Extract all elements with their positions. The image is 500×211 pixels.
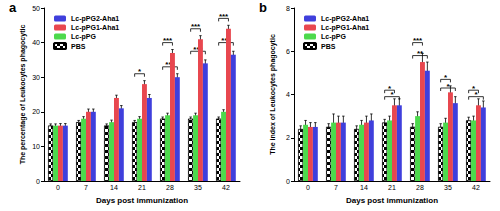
svg-text:42: 42 — [472, 184, 480, 191]
svg-text:*: * — [446, 82, 450, 91]
svg-text:PBS: PBS — [71, 43, 86, 50]
svg-text:40: 40 — [32, 39, 40, 46]
svg-text:0: 0 — [286, 178, 290, 185]
svg-text:7: 7 — [334, 184, 338, 191]
svg-text:14: 14 — [360, 184, 368, 191]
svg-text:***: *** — [191, 22, 201, 31]
svg-text:21: 21 — [138, 184, 146, 191]
svg-text:20: 20 — [32, 108, 40, 115]
svg-text:*: * — [390, 90, 394, 99]
svg-text:7: 7 — [84, 184, 88, 191]
svg-text:***: *** — [413, 36, 423, 45]
svg-text:Lc-pPG1-Aha1: Lc-pPG1-Aha1 — [321, 24, 369, 32]
svg-text:28: 28 — [166, 184, 174, 191]
svg-text:Lc-pPG: Lc-pPG — [71, 33, 96, 41]
svg-text:Days post immunization: Days post immunization — [96, 196, 188, 205]
svg-text:a: a — [9, 0, 17, 15]
svg-text:Lc-pPG2-Aha1: Lc-pPG2-Aha1 — [71, 15, 119, 23]
svg-text:50: 50 — [32, 5, 40, 12]
svg-text:0: 0 — [36, 178, 40, 185]
svg-text:21: 21 — [388, 184, 396, 191]
svg-text:14: 14 — [110, 184, 118, 191]
svg-text:10: 10 — [32, 143, 40, 150]
svg-text:PBS: PBS — [321, 43, 336, 50]
svg-text:4: 4 — [286, 91, 290, 98]
svg-text:35: 35 — [194, 184, 202, 191]
svg-text:*: * — [474, 90, 478, 99]
svg-text:*: * — [444, 73, 448, 82]
svg-text:*: * — [138, 67, 142, 76]
svg-text:The percentage of Leukocytes p: The percentage of Leukocytes phagocytic — [19, 25, 27, 165]
svg-text:Lc-pPG1-Aha1: Lc-pPG1-Aha1 — [71, 24, 119, 32]
svg-text:Days post immunization: Days post immunization — [346, 196, 438, 205]
svg-text:**: ** — [417, 49, 424, 58]
svg-text:Lc-pPG2-Aha1: Lc-pPG2-Aha1 — [321, 15, 369, 23]
svg-text:2: 2 — [286, 134, 290, 141]
svg-text:28: 28 — [416, 184, 424, 191]
svg-text:6: 6 — [286, 48, 290, 55]
svg-text:b: b — [259, 0, 267, 15]
svg-text:0: 0 — [306, 184, 310, 191]
svg-text:***: *** — [163, 36, 173, 45]
svg-text:8: 8 — [286, 5, 290, 12]
svg-text:***: *** — [219, 12, 229, 21]
svg-text:42: 42 — [222, 184, 230, 191]
svg-text:35: 35 — [444, 184, 452, 191]
svg-text:Lc-pPG: Lc-pPG — [321, 33, 346, 41]
svg-text:0: 0 — [56, 184, 60, 191]
svg-text:The index of Leukocytes phagoc: The index of Leukocytes phagocytic — [269, 34, 277, 155]
svg-text:30: 30 — [32, 74, 40, 81]
